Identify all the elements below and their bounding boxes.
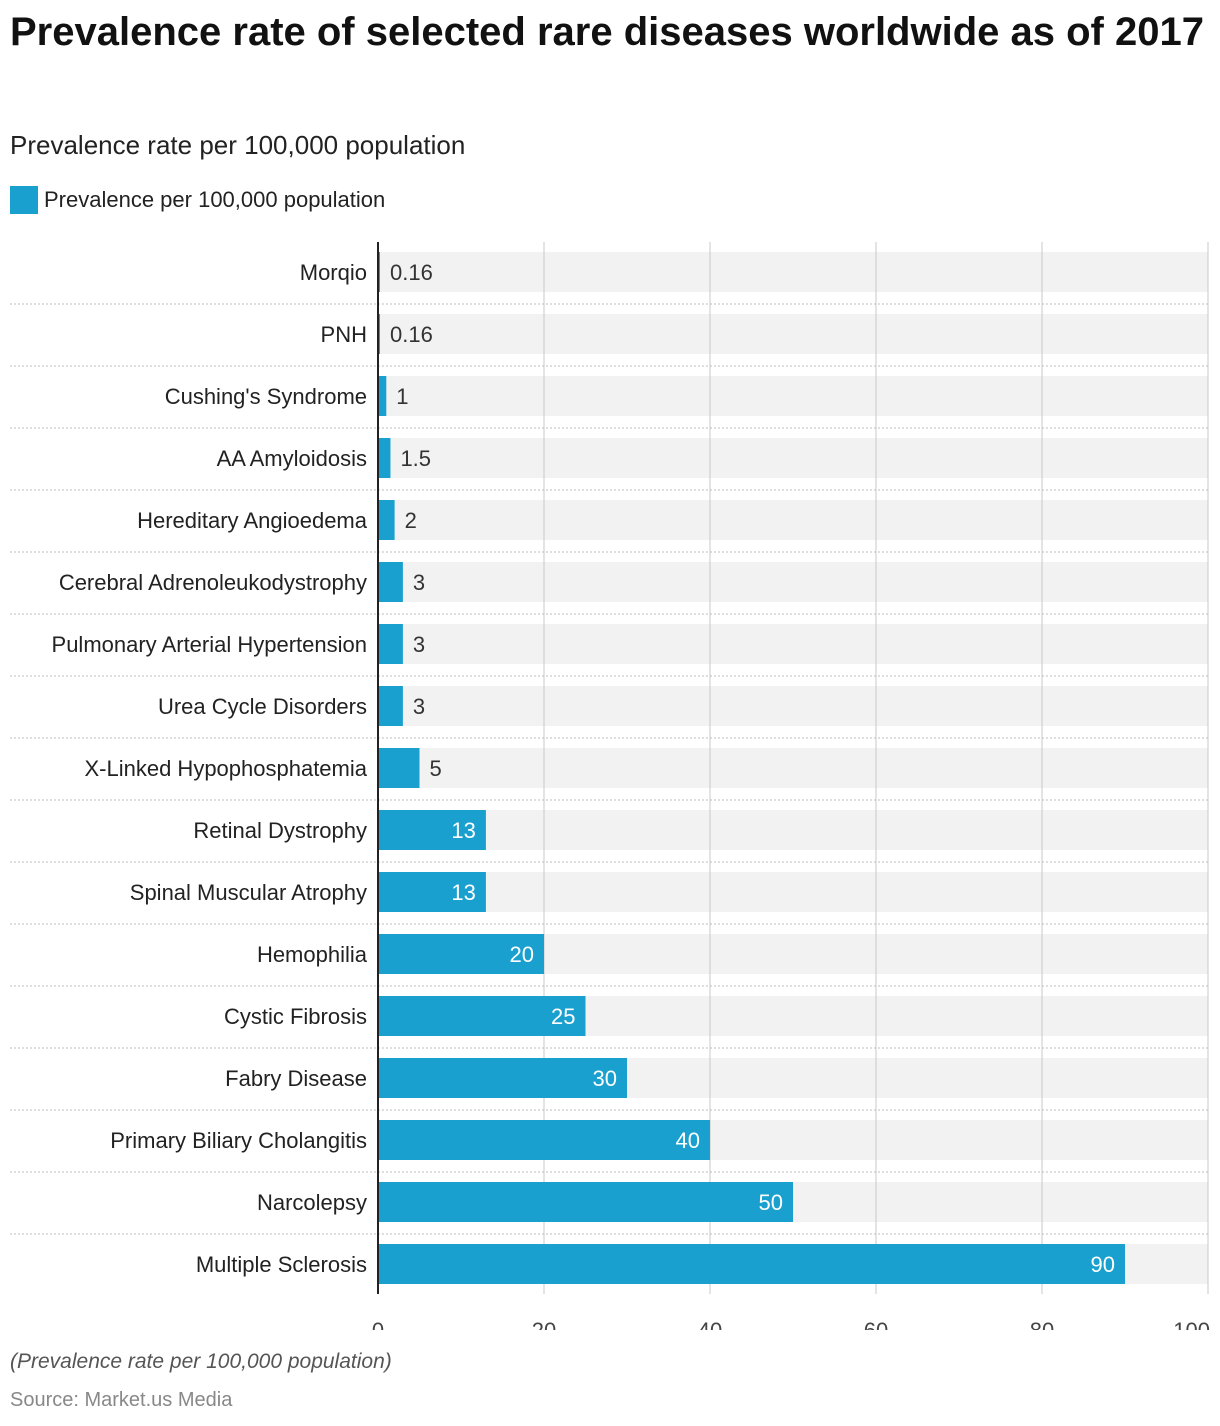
row-band [378,624,1208,664]
bar [378,1182,793,1222]
category-label: Spinal Muscular Atrophy [130,880,367,905]
row-band [378,748,1208,788]
data-label: 25 [551,1004,575,1029]
category-label: Multiple Sclerosis [196,1252,367,1277]
x-tick-label: 60 [864,1318,888,1330]
category-label: Pulmonary Arterial Hypertension [52,632,367,657]
bar [378,1058,627,1098]
bar [378,996,586,1036]
x-tick-label: 100 [1173,1318,1210,1330]
data-label: 90 [1091,1252,1115,1277]
data-label: 3 [413,570,425,595]
row-band [378,438,1208,478]
bar [378,748,420,788]
row-band [378,252,1208,292]
bar [378,500,395,540]
legend-label: Prevalence per 100,000 population [44,187,386,212]
chart-source: Source: Market.us Media [10,1389,233,1411]
category-label: Hereditary Angioedema [137,508,368,533]
category-label: Hemophilia [257,942,368,967]
data-label: 1 [396,384,408,409]
data-label: 0.16 [390,260,433,285]
category-label: Cushing's Syndrome [165,384,367,409]
x-tick-label: 20 [532,1318,556,1330]
row-band [378,810,1208,850]
bar [378,1244,1125,1284]
bar [378,562,403,602]
data-label: 20 [510,942,534,967]
category-label: Fabry Disease [225,1066,367,1091]
data-label: 3 [413,632,425,657]
chart-title: Prevalence rate of selected rare disease… [10,10,1204,54]
bar [378,1120,710,1160]
category-label: AA Amyloidosis [217,446,367,471]
data-label: 50 [759,1190,783,1215]
data-label: 5 [430,756,442,781]
data-label: 2 [405,508,417,533]
data-label: 3 [413,694,425,719]
data-label: 13 [451,818,475,843]
bar [378,438,391,478]
x-tick-label: 0 [372,1318,384,1330]
data-label: 13 [451,880,475,905]
bar [378,376,387,416]
row-band [378,314,1208,354]
category-label: Narcolepsy [257,1190,367,1215]
row-band [378,562,1208,602]
category-label: Cystic Fibrosis [224,1004,367,1029]
chart-subtitle: Prevalence rate per 100,000 population [10,130,466,160]
category-label: X-Linked Hypophosphatemia [84,756,367,781]
category-label: Cerebral Adrenoleukodystrophy [59,570,367,595]
category-label: Morqio [300,260,367,285]
bar [378,872,486,912]
bar-chart: Morqio 0.16 PNH 0.16 Cushing's Syndrome 1 AA A… [10,242,1210,1330]
category-label: Urea Cycle Disorders [158,694,367,719]
bar [378,624,403,664]
category-label: PNH [321,322,367,347]
category-label: Primary Biliary Cholangitis [110,1128,367,1153]
row-band [378,872,1208,912]
data-label: 0.16 [390,322,433,347]
row-band [378,686,1208,726]
row-band [378,376,1208,416]
bar [378,934,544,974]
data-label: 40 [676,1128,700,1153]
category-label: Retinal Dystrophy [193,818,367,843]
legend: Prevalence per 100,000 population [10,186,385,214]
legend-swatch [10,186,38,214]
x-tick-label: 40 [698,1318,722,1330]
bar [378,810,486,850]
chart-footnote: (Prevalence rate per 100,000 population) [10,1350,392,1373]
row-band [378,500,1208,540]
data-label: 1.5 [400,446,431,471]
bar [378,686,403,726]
data-label: 30 [593,1066,617,1091]
x-tick-label: 80 [1030,1318,1054,1330]
